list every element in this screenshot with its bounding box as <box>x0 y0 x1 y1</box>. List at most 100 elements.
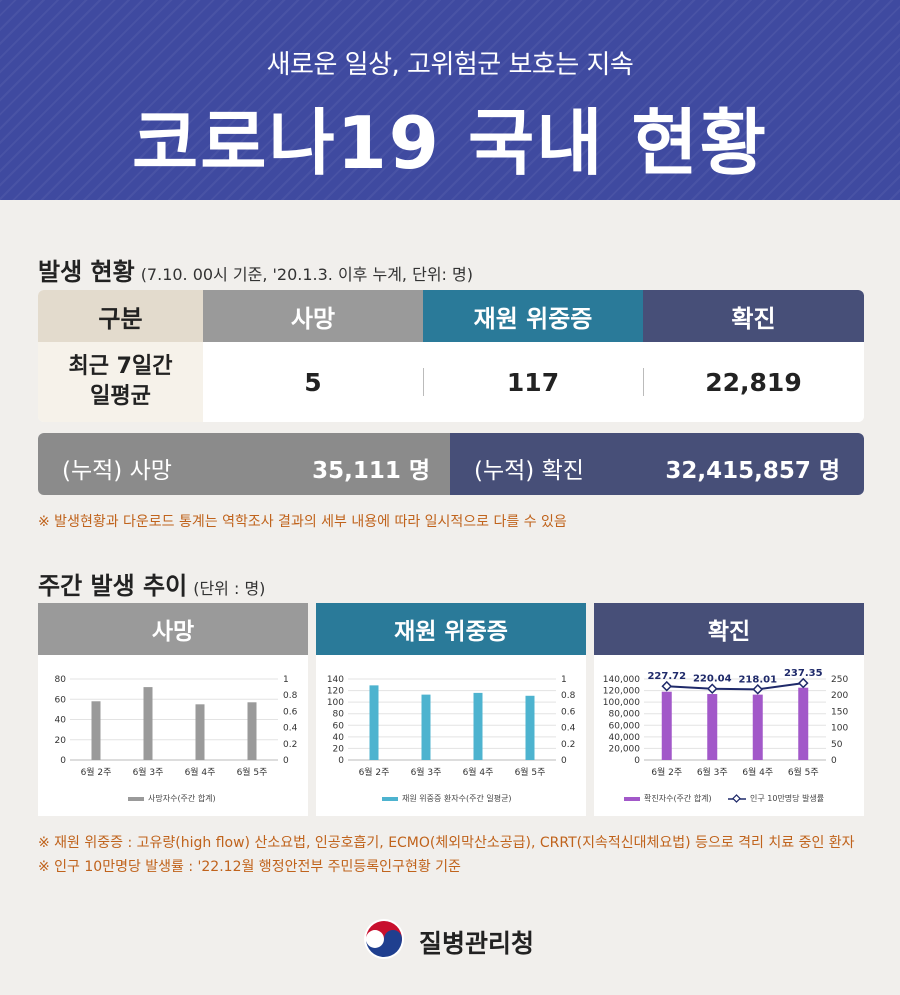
header-category: 구분 <box>38 290 203 342</box>
data-label: 237.35 <box>784 668 823 679</box>
bar <box>525 695 535 760</box>
y-tick-label: 20 <box>55 736 67 746</box>
y-tick-label: 60,000 <box>609 721 641 731</box>
row-label-line1: 최근 7일간 <box>68 354 173 379</box>
bar <box>798 687 809 760</box>
cumulative-confirmed-box: (누적) 확진 32,415,857 명 <box>450 433 864 495</box>
occurrence-note: (7.10. 00시 기준, '20.1.3. 이후 누계, 단위: 명) <box>140 265 473 284</box>
y-tick-label: 60 <box>55 695 67 705</box>
header-death: 사망 <box>203 290 423 342</box>
data-label: 218.01 <box>738 674 777 685</box>
y-tick-label: 120 <box>327 687 344 697</box>
taegeuk-icon <box>364 919 404 959</box>
legend-swatch <box>624 797 640 801</box>
y-tick-label: 100,000 <box>603 698 640 708</box>
footnote-rate: ※ 인구 10만명당 발생률 : '22.12월 행정안전부 주민등록인구현황 … <box>38 859 461 875</box>
cumulative-confirmed-value: 32,415,857 명 <box>665 458 840 484</box>
x-tick-label: 6월 3주 <box>411 766 442 778</box>
data-label: 227.72 <box>647 671 686 682</box>
death-chart: 0 20 40 60 80 0 0.2 0.4 0.6 0.8 1 6월 2주 6월 3주 6월 4주 6월… <box>55 675 298 803</box>
cumulative-death-box: (누적) 사망 35,111 명 <box>38 433 454 495</box>
x-tick-label: 6월 4주 <box>185 766 216 778</box>
x-tick-label: 6월 3주 <box>133 766 164 778</box>
y-tick-label: 20,000 <box>609 744 641 754</box>
x-tick-label: 6월 5주 <box>788 766 819 778</box>
y-tick-label: 120,000 <box>603 687 640 697</box>
y2-tick-label: 0 <box>561 756 567 766</box>
y-tick-label: 40 <box>333 733 345 743</box>
header-title: 코로나19 국내 현황 <box>131 101 768 185</box>
header-subtitle: 새로운 일상, 고위험군 보호는 지속 <box>266 50 634 80</box>
bar <box>421 694 431 760</box>
cumulative-confirmed-label: (누적) 확진 <box>474 458 584 484</box>
value-death: 5 <box>203 342 423 422</box>
y2-tick-label: 200 <box>831 691 848 701</box>
y-tick-label: 80 <box>55 675 67 685</box>
legend-swatch <box>382 797 398 801</box>
y2-tick-label: 0.6 <box>283 707 298 717</box>
bar <box>195 704 205 760</box>
data-label: 220.04 <box>693 674 732 685</box>
bar <box>707 694 718 760</box>
y2-tick-label: 0.4 <box>561 724 576 734</box>
bar <box>369 685 379 760</box>
y-tick-label: 20 <box>333 744 345 754</box>
kdca-name: 질병관리청 <box>419 929 535 958</box>
y2-tick-label: 0 <box>831 756 837 766</box>
x-tick-label: 6월 4주 <box>742 766 773 778</box>
footnote-severe: ※ 재원 위중증 : 고유량(high flow) 산소요법, 인공호흡기, E… <box>38 835 855 851</box>
header-severe: 재원 위중증 <box>423 290 643 342</box>
y-tick-label: 80 <box>333 710 345 720</box>
y2-tick-label: 0.2 <box>283 740 297 750</box>
y2-tick-label: 250 <box>831 675 848 685</box>
weekly-title: 주간 발생 추이 (단위 : 명) <box>38 566 265 601</box>
bar <box>661 691 672 760</box>
y2-tick-label: 50 <box>831 740 843 750</box>
legend-swatch <box>128 797 144 801</box>
y-tick-label: 0 <box>60 756 66 766</box>
chart-card-title: 사망 <box>38 603 308 655</box>
chart-card-severe: 재원 위중증 0 20 40 60 80 100 120 140 0 0.2 0.4 0.6 0.8 1 6… <box>316 603 586 816</box>
bar <box>752 694 763 760</box>
bar <box>91 701 101 760</box>
y-tick-label: 0 <box>634 756 640 766</box>
y2-tick-label: 1 <box>561 675 567 685</box>
x-tick-label: 6월 2주 <box>359 766 390 778</box>
bar <box>143 687 153 760</box>
line-point <box>661 680 673 692</box>
y2-tick-label: 0.8 <box>283 691 298 701</box>
y2-tick-label: 0.8 <box>561 691 576 701</box>
y-tick-label: 140 <box>327 675 344 685</box>
weekly-note: (단위 : 명) <box>193 579 266 598</box>
y-tick-label: 40 <box>55 716 67 726</box>
legend-marker <box>732 794 741 803</box>
cumulative-death-value: 35,111 명 <box>312 458 430 484</box>
x-tick-label: 6월 2주 <box>81 766 112 778</box>
x-tick-label: 6월 5주 <box>237 766 268 778</box>
y2-tick-label: 100 <box>831 724 848 734</box>
value-severe: 117 <box>423 342 643 422</box>
cumulative-death-label: (누적) 사망 <box>62 458 172 484</box>
y2-tick-label: 0.4 <box>283 724 298 734</box>
bar <box>473 692 483 760</box>
y-tick-label: 140,000 <box>603 675 640 685</box>
x-tick-label: 6월 3주 <box>697 766 728 778</box>
chart-card-death: 사망 0 20 40 60 80 0 0.2 0.4 0.6 0.8 1 6월 2주 6월 3주 6월 4… <box>38 603 308 816</box>
y-tick-label: 80,000 <box>609 710 641 720</box>
weekly-title-text: 주간 발생 추이 <box>38 572 188 600</box>
value-confirmed: 22,819 <box>643 342 864 422</box>
line-point <box>752 684 764 695</box>
y2-tick-label: 0.6 <box>561 707 576 717</box>
occurrence-title: 발생 현황 (7.10. 00시 기준, '20.1.3. 이후 누계, 단위: … <box>38 252 473 287</box>
y2-tick-label: 0 <box>283 756 289 766</box>
legend-label: 인구 10만명당 발생률 <box>750 793 824 803</box>
y-tick-label: 0 <box>338 756 344 766</box>
row-label-line2: 일평균 <box>90 384 151 409</box>
header-confirmed: 확진 <box>643 290 864 342</box>
y-tick-label: 40,000 <box>609 733 641 743</box>
bar <box>247 702 257 760</box>
line-point <box>706 683 718 695</box>
